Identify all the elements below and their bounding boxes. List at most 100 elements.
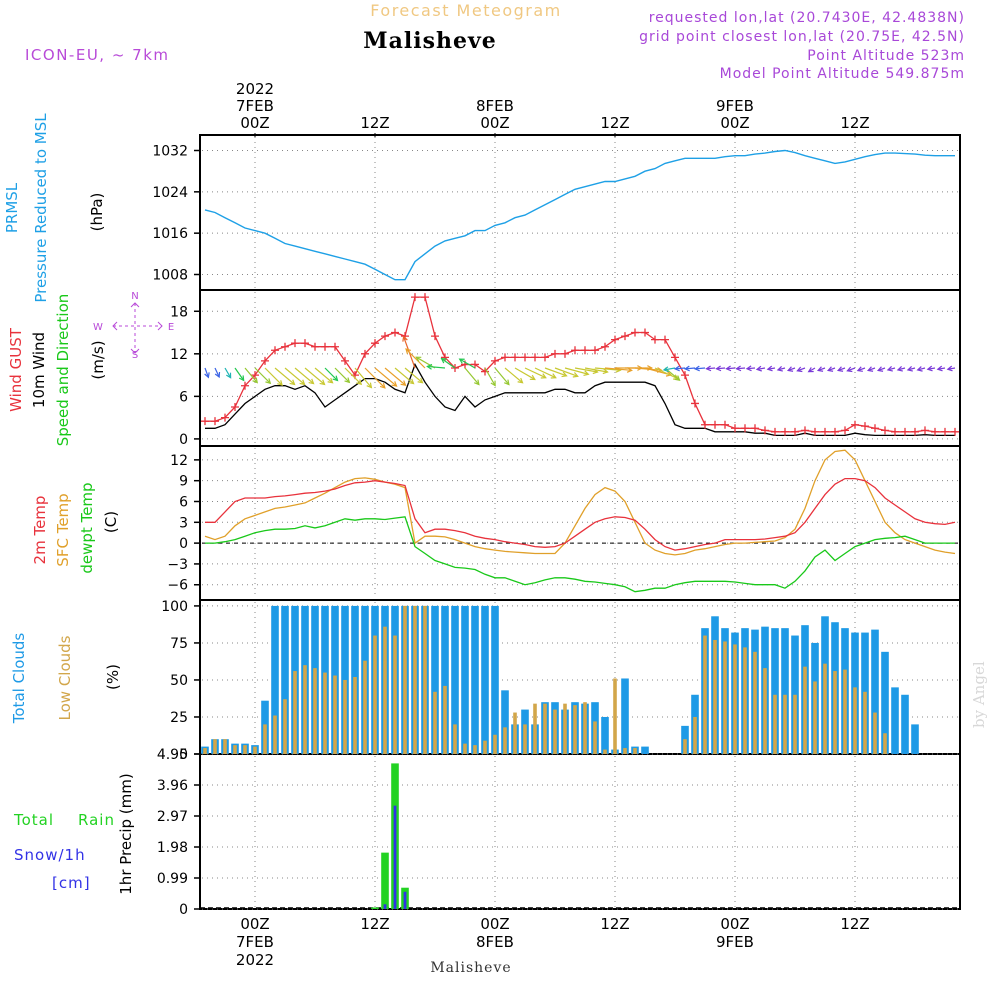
gust-marker <box>551 349 559 358</box>
total-cloud-bar <box>271 605 279 754</box>
y-tick-label: 1024 <box>152 185 188 201</box>
gust-marker <box>671 353 679 362</box>
compass-n: N <box>131 291 138 302</box>
wind-arrowhead <box>662 366 669 373</box>
y-tick-label: 0 <box>179 747 188 763</box>
wind-arrowhead <box>876 366 884 372</box>
bottom-time-label: 00Z <box>480 915 509 933</box>
gust-marker <box>641 328 649 337</box>
wind-arrow <box>746 367 756 370</box>
gust-marker <box>511 353 519 362</box>
model-altitude: Model Point Altitude 549.875m <box>720 66 965 82</box>
y-tick-label: 0 <box>179 432 188 448</box>
gust-marker <box>281 342 289 351</box>
low-cloud-bar <box>763 668 767 754</box>
y-tick-label: 25 <box>170 710 188 726</box>
low-cloud-bar <box>433 691 437 754</box>
rain-bar <box>371 907 379 909</box>
wind-arrowhead <box>674 375 681 382</box>
total-cloud-bar <box>441 605 449 754</box>
ylabel-sfc: SFC Temp <box>54 493 72 566</box>
low-cloud-bar <box>743 647 747 754</box>
gust-marker <box>861 422 869 431</box>
y-tick-label: 12 <box>170 347 188 363</box>
model-label: ICON-EU, ~ 7km <box>25 46 170 64</box>
wind-arrowhead <box>936 365 943 372</box>
top-time-label: 12Z <box>360 114 389 132</box>
gust-marker <box>801 426 809 435</box>
wind-arrow <box>274 367 295 385</box>
ylabel-ms: (m/s) <box>89 340 107 379</box>
legend-snow: Snow/1h <box>14 846 86 864</box>
gust-marker <box>811 427 819 436</box>
low-cloud-bar <box>783 694 787 754</box>
gust-marker <box>571 346 579 355</box>
low-cloud-bar <box>813 681 817 754</box>
wind-arrowhead <box>807 367 814 373</box>
wind-arrowhead <box>906 366 913 372</box>
low-cloud-bar <box>263 724 267 754</box>
ylabel-dewpt: dewpt Temp <box>78 482 96 573</box>
wind-arrow <box>554 367 578 377</box>
wind-arrow <box>564 367 589 375</box>
y-tick-label: 1016 <box>152 226 188 242</box>
wind-arrowhead <box>299 379 306 386</box>
gust-marker <box>541 353 549 362</box>
y-tick-label: 9 <box>179 474 188 490</box>
gust-marker <box>791 427 799 436</box>
wind-arrowhead <box>693 365 700 372</box>
wind-arrow <box>304 367 325 385</box>
low-cloud-bar <box>753 651 757 754</box>
wind-arrow <box>706 367 716 370</box>
wind-arrowhead <box>916 366 923 372</box>
compass-w: W <box>93 322 103 333</box>
gust-marker <box>721 420 729 429</box>
ylabel-temp2m: 2m Temp <box>31 496 49 565</box>
low-cloud-bar <box>793 694 797 754</box>
wind-arrow <box>374 367 397 387</box>
bottom-time-label: 00Z <box>240 915 269 933</box>
gust-marker <box>251 371 259 380</box>
wind-arrow <box>459 358 476 369</box>
total-cloud-bar <box>491 605 499 754</box>
wind-arrowhead <box>327 377 334 384</box>
low-cloud-bar <box>633 748 637 754</box>
wind-arrow <box>405 348 426 369</box>
low-cloud-bar <box>473 745 477 754</box>
y-tick-label: 75 <box>170 636 188 652</box>
wind-arrowhead <box>417 377 424 384</box>
total-cloud-bar <box>911 724 919 754</box>
total-cloud-bar <box>431 605 439 754</box>
gust-marker <box>471 360 479 369</box>
gust-marker <box>501 353 509 362</box>
gust-marker <box>891 427 899 436</box>
wind-arrowhead <box>226 372 232 379</box>
low-cloud-bar <box>533 703 537 754</box>
wind-arrowhead <box>474 379 480 386</box>
low-cloud-bar <box>583 702 587 754</box>
bottom-time-label: 7FEB <box>236 933 274 951</box>
wind-arrowhead <box>517 377 524 384</box>
wind-arrow <box>324 367 338 381</box>
gust-marker <box>231 403 239 411</box>
wind-arrow <box>594 367 621 371</box>
low-cloud-bar <box>523 724 527 754</box>
y-tick-label: 6 <box>179 494 188 510</box>
wind-arrowhead <box>529 374 536 381</box>
temp2m-line <box>205 477 956 551</box>
wind-arrow <box>464 367 480 385</box>
gust-marker <box>831 427 839 436</box>
snow-bar <box>393 805 397 909</box>
gust-marker <box>581 346 589 355</box>
legend-rain: Rain <box>78 811 115 829</box>
wind-arrowhead <box>289 379 296 386</box>
low-cloud-bar <box>803 666 807 754</box>
panel-frame-wind <box>199 289 961 447</box>
y-tick-label: 100 <box>161 599 188 615</box>
wind-arrow <box>504 367 523 384</box>
ylabel-low-clouds: Low Clouds <box>56 635 74 720</box>
wind-arrowhead <box>866 366 874 372</box>
wind-arrowhead <box>308 378 315 385</box>
panel-frame-precip <box>199 753 961 910</box>
